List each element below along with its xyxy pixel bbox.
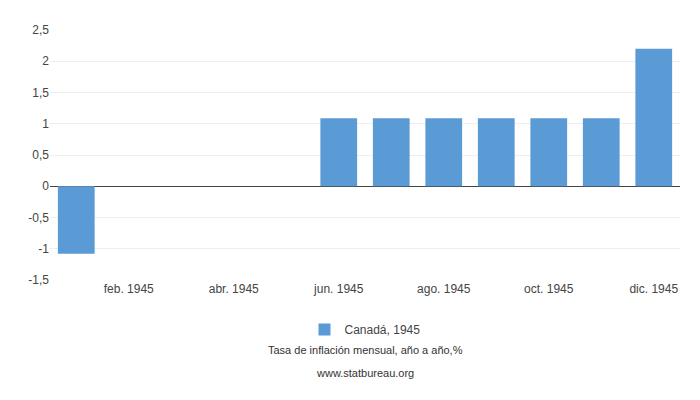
svg-text:2: 2 [42, 54, 49, 68]
svg-text:ago. 1945: ago. 1945 [417, 282, 471, 296]
svg-text:0,5: 0,5 [32, 148, 49, 162]
svg-text:abr. 1945: abr. 1945 [209, 282, 259, 296]
svg-text:1: 1 [42, 117, 49, 131]
svg-text:-0,5: -0,5 [28, 211, 49, 225]
svg-text:feb. 1945: feb. 1945 [104, 282, 154, 296]
svg-text:1,5: 1,5 [32, 86, 49, 100]
svg-text:dic. 1945: dic. 1945 [629, 282, 678, 296]
svg-text:jun. 1945: jun. 1945 [313, 282, 364, 296]
svg-text:oct. 1945: oct. 1945 [524, 282, 574, 296]
svg-text:-1,5: -1,5 [28, 273, 49, 287]
svg-text:0: 0 [42, 179, 49, 193]
svg-text:www.statbureau.org: www.statbureau.org [316, 367, 414, 379]
svg-text:Canadá, 1945: Canadá, 1945 [345, 323, 421, 337]
svg-text:-1: -1 [38, 242, 49, 256]
svg-text:Tasa de inflación mensual, año: Tasa de inflación mensual, año a año,% [268, 344, 463, 356]
svg-text:2,5: 2,5 [32, 23, 49, 37]
